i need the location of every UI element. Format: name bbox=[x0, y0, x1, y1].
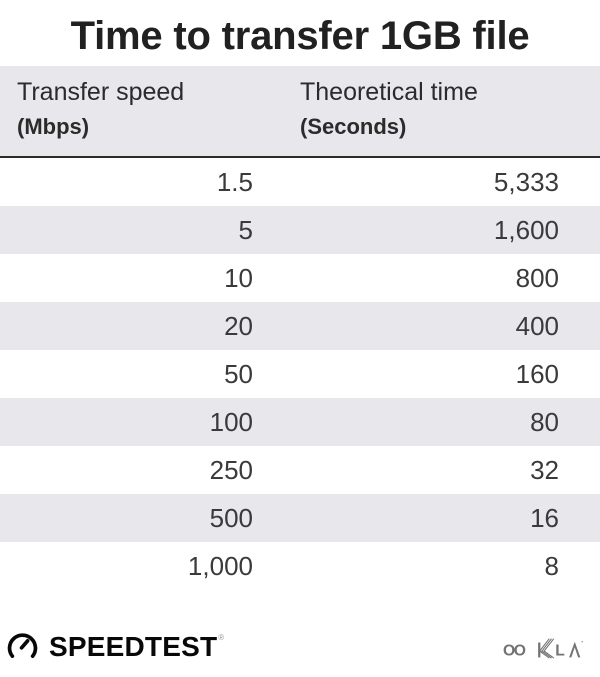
svg-text:OO: OO bbox=[503, 643, 526, 660]
svg-text:L: L bbox=[555, 643, 565, 660]
